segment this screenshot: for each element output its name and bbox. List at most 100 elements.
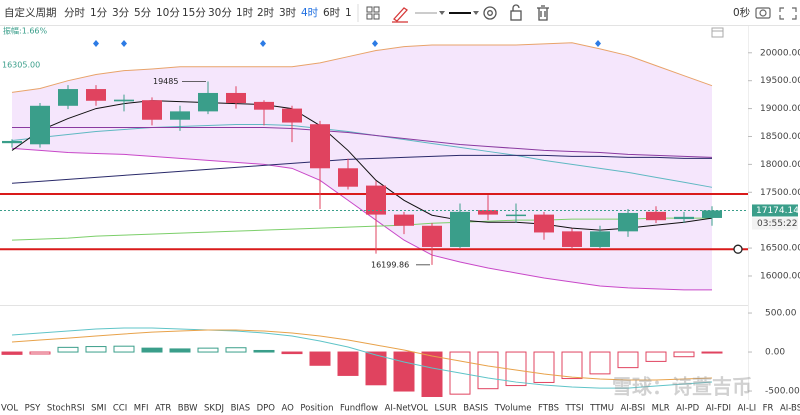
indicator-tab[interactable]: AI-LI [738,404,757,414]
indicator-tab[interactable]: MLR [652,404,670,414]
indicator-tab[interactable]: FTBS [538,404,559,414]
indicator-tab[interactable]: AI-NetVOL [385,404,429,414]
indicator-tab[interactable]: BIAS [231,404,251,414]
macd-bar [197,347,219,353]
macd-bar [533,351,555,383]
candle-body [310,124,330,169]
macd-bar [113,345,135,353]
indicator-line [11,154,712,184]
camera-icon[interactable] [755,7,771,19]
macd-bar [57,346,79,353]
indicator-tab[interactable]: SMI [91,404,106,414]
indicator-tab[interactable]: LSUR [434,404,456,414]
macd-bar [617,351,639,369]
indicator-tab[interactable]: TTSI [565,404,584,414]
indicator-tab[interactable]: DPO [257,404,276,414]
candle-body [394,214,414,226]
indicator-tab[interactable]: PSY [25,404,42,414]
indicator-tab[interactable]: VOL [1,404,18,414]
event-markers [93,40,601,47]
y-tick-label: 18000.00 [760,160,800,170]
draw-icon[interactable] [392,7,408,23]
period-tab[interactable]: 30分 [208,7,232,19]
line-width[interactable] [449,11,479,15]
y-tick-label: 17500.00 [760,188,800,198]
indicator-tab[interactable]: MFI [134,404,149,414]
candle-body [590,231,610,247]
candle-body [30,105,50,145]
period-tab[interactable]: 10分 [156,7,180,19]
lock-icon[interactable] [510,4,522,21]
indicator-tab[interactable]: AI-BST [780,404,800,414]
period-tab[interactable]: 1分 [90,7,108,19]
candle-body [2,140,22,144]
indicator-tab[interactable]: AO [282,404,295,414]
indicator-tab[interactable]: CCI [113,404,127,414]
macd-bar [365,351,387,386]
left-price: 16305.00 [2,61,40,70]
y-tick-label: 18500.00 [760,132,800,142]
indicator-tab[interactable]: StochRSI [47,404,85,414]
indicator-tab[interactable]: Fundflow [340,404,378,414]
delete-icon[interactable] [537,5,549,21]
indicator-tab[interactable]: SKDJ [204,404,224,414]
candle-body [422,225,442,247]
period-tab[interactable]: 2时 [257,7,275,19]
period-menu[interactable]: 自定义周期 [4,6,57,19]
indicator-line [11,100,713,231]
fullscreen-icon[interactable] [779,7,797,20]
period-tab[interactable]: 分时 [64,7,85,19]
y-tick-label: 0.00 [765,348,785,358]
candle-body [338,168,358,187]
candle-body [534,214,554,233]
candle-body [170,111,190,120]
period-tab[interactable]: 1 [345,7,352,19]
countdown-box [752,217,798,230]
period-tab[interactable]: 5分 [134,7,152,19]
indicator-tab[interactable]: BASIS [463,404,488,414]
line-style[interactable] [415,11,445,15]
candle-body [114,99,134,102]
candle-body [506,214,526,217]
candle-body [562,231,582,247]
annotation: 19485 [153,77,178,86]
layout-icon[interactable] [366,6,380,20]
candle-body [198,92,218,112]
y-tick-label: 16000.00 [760,271,800,281]
panel-icon[interactable] [711,27,724,38]
macd-bar [701,351,723,354]
period-tab[interactable]: 6时 [323,7,341,19]
indicator-tab[interactable]: AI-FDI [706,404,731,414]
indicator-tab[interactable]: TVolume [494,404,532,414]
macd-bar [421,351,443,397]
period-tab[interactable]: 3分 [112,7,130,19]
annotation: 16199.86 [371,260,409,269]
period-tab[interactable]: 1时 [236,7,254,19]
macd-bar [645,351,667,362]
indicator-tab[interactable]: ATR [155,404,171,414]
macd-bar [281,351,303,355]
candle-body [58,89,78,106]
period-tab[interactable]: 3时 [279,7,297,19]
indicator-tab[interactable]: AI-BSI [620,404,645,414]
candle-body [674,216,694,220]
amplitude: 振幅:1.66% [3,26,48,36]
last-price: 17174.14 [756,206,799,216]
indicator-tab[interactable]: FR [763,404,774,414]
indicator-tab[interactable]: AI-PD [676,404,700,414]
macd-bar [477,351,499,390]
settings-icon[interactable] [483,6,497,20]
macd-bar [29,351,51,355]
y-tick-label: 20000.00 [760,48,800,58]
indicator-tab[interactable]: BBW [178,404,198,414]
period-tab[interactable]: 15分 [182,7,206,19]
y-tick-label: 19500.00 [760,76,800,86]
candle-body [646,211,666,221]
indicator-line [12,127,713,158]
indicator-tab[interactable]: Position [300,404,333,414]
macd-bar [85,346,107,353]
period-tab[interactable]: 4时 [301,7,319,19]
indicator-line [11,42,713,93]
indicator-tab[interactable]: TTMU [589,404,614,414]
